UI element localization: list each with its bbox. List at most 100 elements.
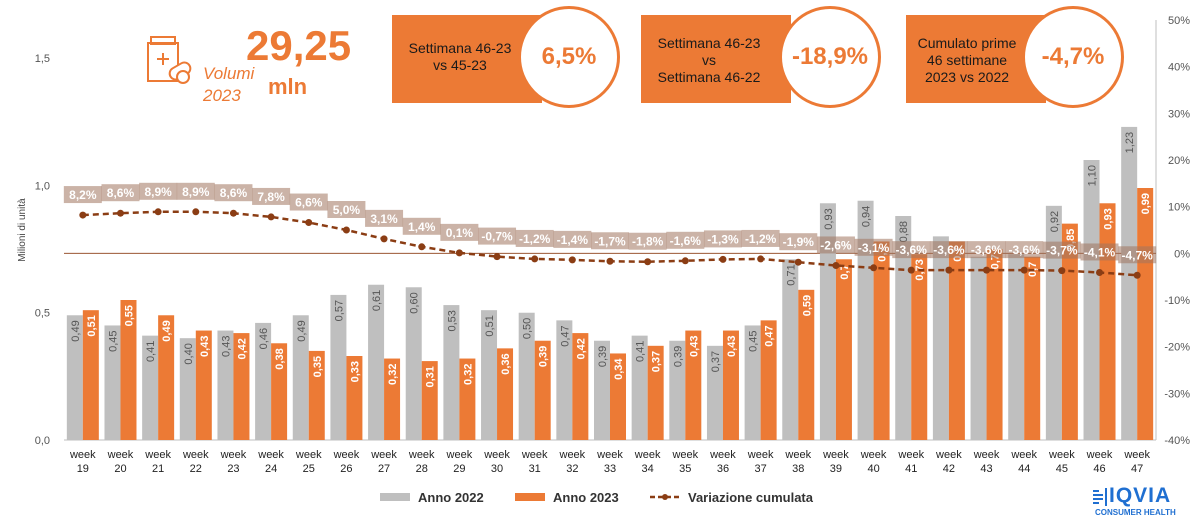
x-tick-label: 38: [792, 463, 804, 475]
bar-2023-label: 0,55: [123, 305, 135, 326]
kpi-1-value: 6,5%: [518, 6, 620, 108]
bar-2023-label: 0,32: [387, 364, 399, 385]
cumulative-label-bg: [854, 238, 893, 256]
x-tick-label: 29: [453, 463, 465, 475]
y2-tick-label: -30%: [1164, 388, 1190, 400]
cumulative-point: [945, 266, 953, 274]
cumulative-point: [983, 266, 991, 274]
bar-2022-label: 0,39: [672, 346, 684, 367]
y2-tick-label: 50%: [1168, 15, 1190, 27]
x-tick-label: 27: [378, 463, 390, 475]
bar-2022: [217, 330, 234, 440]
volume-value: 29,25: [246, 22, 352, 69]
iqvia-logo-icon: [1093, 488, 1107, 506]
bar-2022: [292, 315, 309, 440]
cumulative-label-bg: [101, 184, 140, 202]
x-tick-prefix: week: [107, 449, 134, 461]
cumulative-label: -4,1%: [1084, 245, 1116, 259]
cumulative-point: [493, 253, 501, 261]
bar-2022-label: 0,51: [484, 315, 496, 336]
bar-2023: [158, 315, 175, 440]
bar-2023: [421, 361, 438, 440]
bar-2023: [873, 241, 890, 440]
bar-2022: [1045, 205, 1062, 440]
cumulative-label-bg: [1080, 243, 1119, 261]
cumulative-point: [832, 261, 840, 269]
x-tick-prefix: week: [671, 449, 698, 461]
x-tick-label: 45: [1056, 463, 1068, 475]
cumulative-label: 8,9%: [144, 185, 172, 199]
bar-2023-label: 0,37: [651, 351, 663, 372]
cumulative-label-bg: [252, 187, 291, 205]
bar-2022: [1008, 254, 1025, 440]
y2-tick-label: -10%: [1164, 295, 1190, 307]
x-tick-label: 42: [943, 463, 955, 475]
x-tick-prefix: week: [596, 449, 623, 461]
cumulative-label: -1,4%: [557, 233, 589, 247]
cumulative-label: 8,2%: [69, 188, 97, 202]
bar-2023-label: 0,93: [1103, 208, 1115, 229]
cumulative-label: 8,6%: [220, 186, 248, 200]
kpi-week-vs-last-year: Settimana 46-23 vs Settimana 46-22: [641, 15, 791, 103]
bar-2022-label: 0,71: [785, 264, 797, 285]
bar-2022: [631, 335, 648, 440]
cumulative-point: [154, 208, 162, 216]
bar-2022: [857, 200, 874, 440]
bar-2022-label: 0,47: [559, 325, 571, 346]
x-tick-label: 32: [566, 463, 578, 475]
cumulative-point: [455, 249, 463, 257]
volumi-label-line2: 2023: [203, 86, 241, 105]
bar-2023: [798, 289, 815, 440]
bar-2022: [744, 325, 761, 440]
cumulative-label: 0,1%: [446, 226, 474, 240]
y2-tick-label: -20%: [1164, 342, 1190, 354]
cumulative-point: [1133, 271, 1141, 279]
x-tick-prefix: week: [1123, 449, 1150, 461]
bar-2023-label: 0,47: [764, 325, 776, 346]
bar-2023-label: 0,32: [462, 364, 474, 385]
kpi-3-line3: 2023 vs 2022: [924, 69, 1010, 85]
bar-2022-label: 0,45: [748, 330, 760, 351]
cumulative-label-bg: [553, 230, 592, 248]
y-axis-label: Milioni di unità: [17, 198, 28, 262]
bar-2023-label: 0,51: [86, 315, 98, 336]
x-tick-label: 35: [679, 463, 691, 475]
x-tick-label: 26: [340, 463, 352, 475]
y-tick-label: 1,0: [35, 180, 50, 192]
cumulative-label: -4,7%: [1121, 248, 1153, 262]
bar-2023: [610, 353, 626, 440]
x-tick-prefix: week: [559, 449, 586, 461]
bar-2023: [948, 241, 965, 440]
cumulative-label: -1,8%: [632, 235, 664, 249]
cumulative-point: [116, 209, 124, 217]
bar-2022-label: 1,23: [1124, 132, 1136, 153]
x-tick-label: 23: [227, 463, 239, 475]
cumulative-label: 5,0%: [333, 203, 361, 217]
bar-2023-label: 0,42: [236, 338, 248, 359]
bar-2022: [255, 322, 272, 440]
bar-2022-label: 0,50: [522, 318, 534, 339]
x-tick-label: 36: [717, 463, 729, 475]
x-tick-label: 39: [830, 463, 842, 475]
bar-2022-label: 0,92: [1049, 211, 1061, 232]
bar-2022-label: 0,49: [296, 320, 308, 341]
volumi-label-line1: Volumi: [203, 64, 255, 83]
cumulative-label-bg: [139, 182, 178, 200]
cumulative-label-bg: [741, 229, 780, 247]
kpi-week-vs-prev-week: Settimana 46-23 vs 45-23: [392, 15, 542, 103]
cumulative-point: [418, 243, 426, 251]
bar-2023-label: 0,35: [312, 356, 324, 377]
cumulative-label-bg: [591, 232, 629, 250]
bar-2022: [481, 310, 498, 440]
cumulative-label: -2,6%: [820, 238, 852, 252]
volume-unit: mln: [268, 74, 308, 99]
bar-2023: [911, 254, 928, 440]
cumulative-label-bg: [289, 193, 328, 211]
cumulative-point: [229, 209, 237, 217]
y2-tick-label: 20%: [1168, 155, 1190, 167]
bar-2022-label: 0,57: [333, 300, 345, 321]
cumulative-point: [568, 256, 576, 264]
cumulative-label: -3,1%: [858, 241, 890, 255]
cumulative-label-bg: [1005, 241, 1044, 259]
kpi-1-line2: vs 45-23: [433, 57, 487, 73]
